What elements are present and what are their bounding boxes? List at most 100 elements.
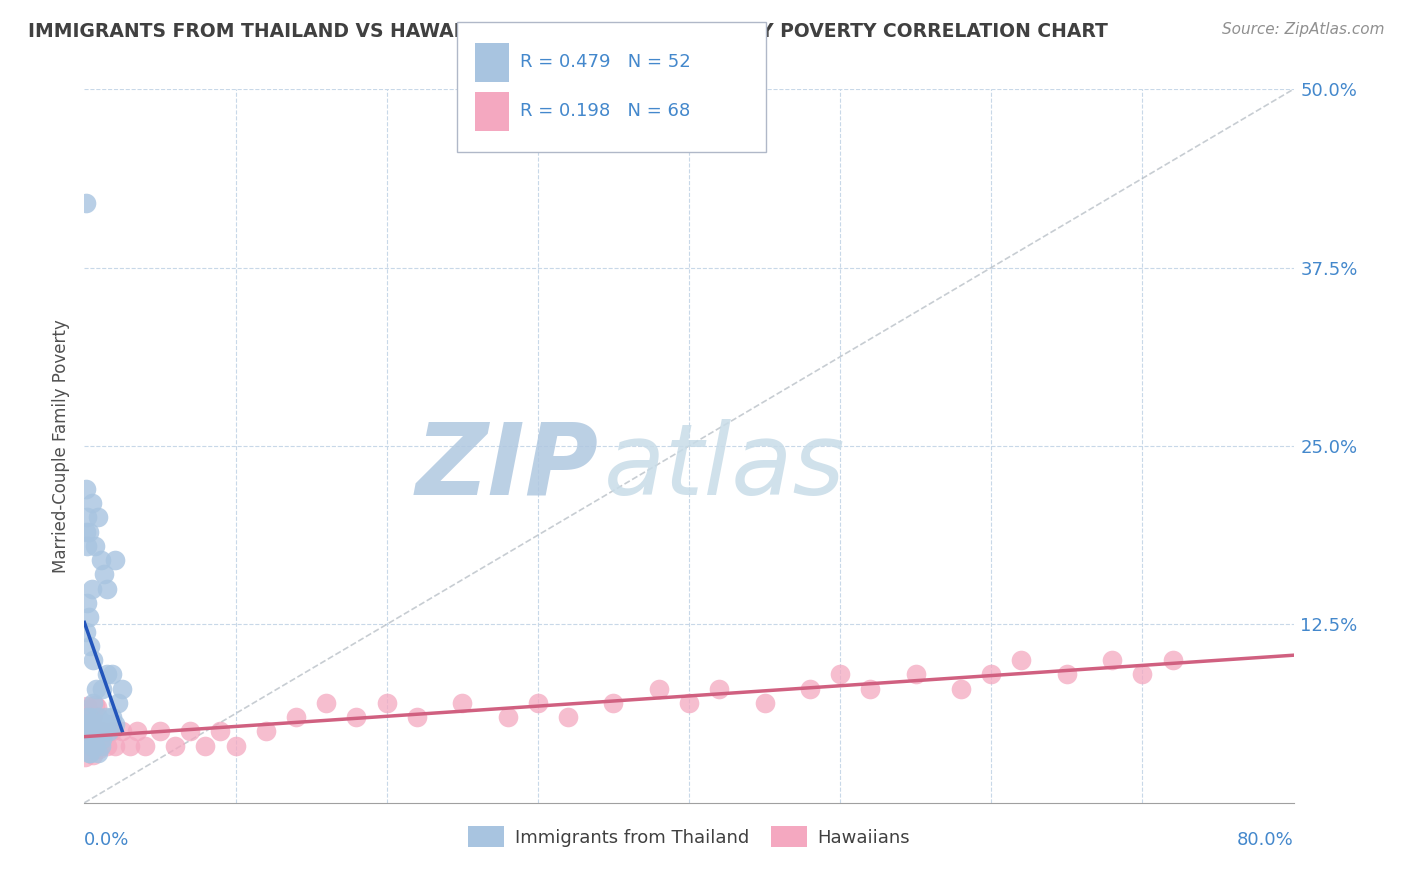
Point xyxy=(90,739,112,753)
Point xyxy=(134,739,156,753)
Point xyxy=(77,524,100,539)
Point xyxy=(87,746,110,760)
Point xyxy=(89,739,111,753)
Point xyxy=(80,724,103,739)
Point xyxy=(285,710,308,724)
Point xyxy=(80,717,103,731)
Point xyxy=(406,710,429,724)
Point xyxy=(76,732,98,747)
Point xyxy=(225,739,247,753)
Point xyxy=(87,510,110,524)
Point xyxy=(527,696,550,710)
Point xyxy=(451,696,474,710)
Point xyxy=(87,724,110,739)
Point xyxy=(79,724,101,739)
Point xyxy=(950,681,973,696)
Point xyxy=(76,739,98,753)
Point xyxy=(91,731,114,746)
Point xyxy=(79,722,101,736)
Point xyxy=(77,731,100,746)
Point xyxy=(76,706,98,720)
Text: 80.0%: 80.0% xyxy=(1237,831,1294,849)
Point xyxy=(104,553,127,567)
Point xyxy=(73,750,96,764)
Text: Source: ZipAtlas.com: Source: ZipAtlas.com xyxy=(1222,22,1385,37)
Point xyxy=(77,737,100,751)
Point xyxy=(1101,653,1123,667)
Text: atlas: atlas xyxy=(605,419,846,516)
Point xyxy=(1011,653,1033,667)
Point xyxy=(80,739,103,753)
Point xyxy=(77,724,100,739)
Point xyxy=(111,681,134,696)
Point xyxy=(96,667,118,681)
Point xyxy=(79,710,101,724)
Point xyxy=(93,567,115,582)
Point xyxy=(96,739,118,753)
Point xyxy=(80,739,103,753)
Point xyxy=(315,696,337,710)
Point xyxy=(127,724,149,739)
Point xyxy=(87,742,110,756)
Point xyxy=(209,724,232,739)
Point xyxy=(75,524,97,539)
Point xyxy=(77,610,100,624)
Point xyxy=(100,667,122,681)
Point xyxy=(100,710,122,724)
Point xyxy=(94,710,117,724)
Point xyxy=(76,738,98,752)
Point xyxy=(82,708,104,723)
Point xyxy=(97,724,120,739)
Point xyxy=(496,710,519,724)
Point xyxy=(82,731,104,746)
Point xyxy=(86,724,108,739)
Point xyxy=(179,724,201,739)
Point xyxy=(1161,653,1184,667)
Point xyxy=(87,710,110,724)
Point xyxy=(86,700,108,714)
Point xyxy=(75,724,97,739)
Point xyxy=(648,681,671,696)
Point xyxy=(904,667,927,681)
Point xyxy=(82,696,104,710)
Point xyxy=(76,702,98,716)
Text: 0.0%: 0.0% xyxy=(84,831,129,849)
Point xyxy=(84,539,107,553)
Point xyxy=(76,717,98,731)
Point xyxy=(118,739,141,753)
Text: ZIP: ZIP xyxy=(415,419,599,516)
Point xyxy=(754,696,776,710)
Point xyxy=(165,739,187,753)
Point xyxy=(111,724,134,739)
Point xyxy=(254,724,277,739)
Point xyxy=(96,717,118,731)
Point xyxy=(84,741,107,756)
Point xyxy=(104,717,127,731)
Point xyxy=(75,624,97,639)
Point xyxy=(346,710,368,724)
Point xyxy=(91,681,114,696)
Text: R = 0.198   N = 68: R = 0.198 N = 68 xyxy=(520,103,690,120)
Point xyxy=(86,739,108,753)
Point xyxy=(75,482,97,496)
Point xyxy=(76,539,98,553)
Point xyxy=(194,739,217,753)
Point xyxy=(80,582,103,596)
Point xyxy=(75,710,97,724)
Point xyxy=(82,747,104,762)
Point xyxy=(90,553,112,567)
Point xyxy=(87,734,110,748)
Point xyxy=(76,699,98,714)
Point xyxy=(602,696,624,710)
Point xyxy=(76,510,98,524)
Point xyxy=(89,724,111,739)
Point xyxy=(149,724,172,739)
Legend: Immigrants from Thailand, Hawaiians: Immigrants from Thailand, Hawaiians xyxy=(461,819,917,855)
Point xyxy=(82,653,104,667)
Point xyxy=(75,196,97,211)
Point xyxy=(830,667,852,681)
Point xyxy=(84,717,107,731)
Point xyxy=(678,696,700,710)
Point xyxy=(86,681,108,696)
Point xyxy=(1130,667,1153,681)
